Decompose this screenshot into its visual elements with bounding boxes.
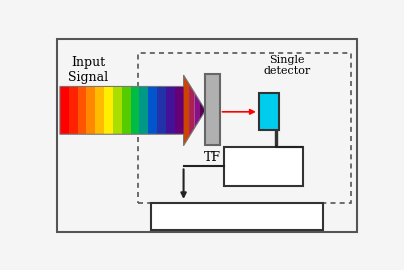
Text: Single
detector: Single detector xyxy=(263,55,311,76)
Polygon shape xyxy=(130,86,139,134)
Polygon shape xyxy=(166,86,175,134)
Polygon shape xyxy=(78,86,86,134)
Polygon shape xyxy=(122,86,130,134)
Text: TF: TF xyxy=(204,151,221,164)
Polygon shape xyxy=(195,93,200,128)
Polygon shape xyxy=(175,86,183,134)
Polygon shape xyxy=(189,84,195,137)
Polygon shape xyxy=(157,86,166,134)
Polygon shape xyxy=(148,86,157,134)
Bar xyxy=(206,74,220,145)
Polygon shape xyxy=(60,86,69,134)
Polygon shape xyxy=(139,86,148,134)
Bar xyxy=(259,93,279,130)
Bar xyxy=(224,147,303,186)
Text: Channel information outputs
(power and/or wavelength): Channel information outputs (power and/o… xyxy=(155,205,318,228)
Text: Input
Signal: Input Signal xyxy=(68,56,108,84)
Polygon shape xyxy=(113,86,122,134)
Bar xyxy=(275,130,277,145)
Polygon shape xyxy=(86,86,95,134)
Bar xyxy=(138,53,351,203)
Polygon shape xyxy=(95,86,104,134)
Polygon shape xyxy=(104,86,113,134)
Polygon shape xyxy=(183,75,189,146)
Text: Data
Processing: Data Processing xyxy=(225,153,302,181)
Polygon shape xyxy=(200,102,206,119)
Polygon shape xyxy=(69,86,78,134)
Bar xyxy=(151,203,323,230)
